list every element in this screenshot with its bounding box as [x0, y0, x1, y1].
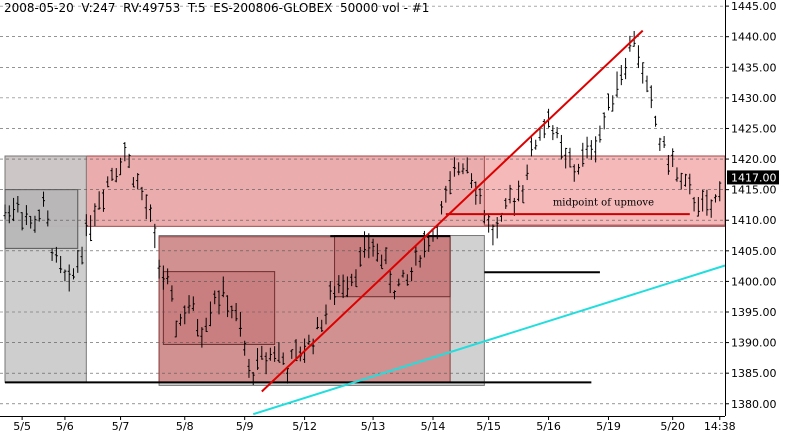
grid-layer — [0, 5, 725, 405]
x-tick-label: 5/15 — [476, 420, 501, 433]
y-tick-label: 1440.00 — [731, 31, 777, 44]
x-tick-label: 14:38 — [704, 420, 736, 433]
x-tick-label: 5/12 — [292, 420, 317, 433]
zones-layer — [4, 155, 726, 386]
y-tick-label: 1405.00 — [731, 245, 777, 258]
small-box-left — [4, 189, 79, 249]
x-tick-label: 5/7 — [112, 420, 130, 433]
y-tick-label: 1380.00 — [731, 398, 777, 411]
x-tick-label: 5/14 — [421, 420, 446, 433]
up-trend-line — [261, 29, 644, 393]
lines-layer — [5, 29, 726, 416]
y-tick-label: 1390.00 — [731, 337, 777, 350]
x-tick-label: 5/16 — [536, 420, 561, 433]
annotation-layer: midpoint of upmove — [553, 198, 654, 209]
y-tick-label: 1395.00 — [731, 306, 777, 319]
last-price-box — [727, 170, 779, 185]
x-tick-label: 5/20 — [660, 420, 685, 433]
y-tick-label: 1435.00 — [731, 61, 777, 74]
last-price-label: 1417.00 — [731, 171, 777, 184]
support-trend-line — [252, 264, 726, 416]
x-tick-label: 5/6 — [56, 420, 74, 433]
annotation-label: midpoint of upmove — [553, 198, 654, 209]
small-box-right — [334, 235, 451, 298]
y-tick-label: 1430.00 — [731, 92, 777, 105]
y-tick-label: 1415.00 — [731, 184, 777, 197]
bars-layer — [3, 30, 722, 386]
x-tick-label: 5/8 — [176, 420, 194, 433]
y-tick-label: 1445.00 — [731, 0, 777, 13]
x-tick-label: 5/9 — [236, 420, 254, 433]
x-tick-label: 5/13 — [361, 420, 386, 433]
y-tick-label: 1425.00 — [731, 122, 777, 135]
y-tick-label: 1385.00 — [731, 367, 777, 380]
x-tick-label: 5/5 — [13, 420, 31, 433]
y-tick-label: 1410.00 — [731, 214, 777, 227]
y-tick-label: 1400.00 — [731, 275, 777, 288]
y-tick-label: 1420.00 — [731, 153, 777, 166]
x-tick-label: 5/19 — [596, 420, 621, 433]
chart-header: 2008-05-20 V:247 RV:49753 T:5 ES-200806-… — [4, 1, 430, 15]
